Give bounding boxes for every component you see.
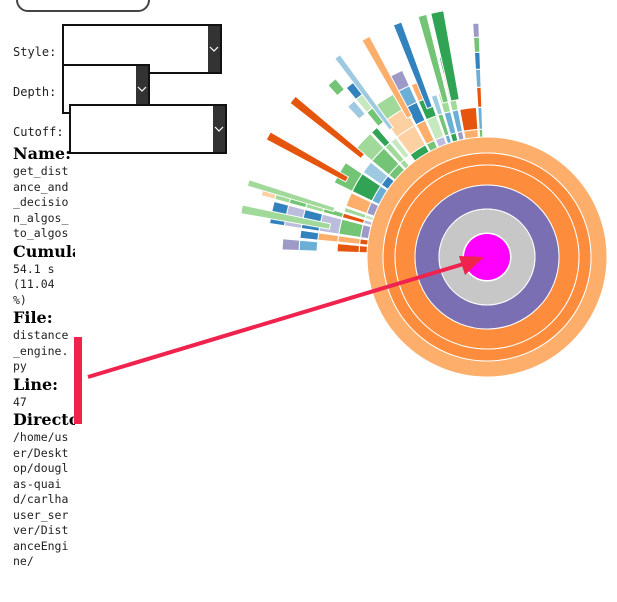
file-value: distance_engine.py [13, 328, 69, 373]
sunburst-segment[interactable] [477, 106, 484, 130]
chevron-down-icon [136, 66, 148, 112]
sunburst-segment[interactable] [299, 229, 320, 241]
line-value: 47 [13, 394, 27, 409]
sunburst-segment[interactable] [459, 106, 479, 132]
sunburst-segment[interactable] [392, 21, 433, 110]
name-heading: Name: [13, 144, 72, 163]
sunburst-segment[interactable] [417, 13, 449, 104]
sunburst-segment[interactable] [430, 93, 444, 116]
sunburst-segment[interactable] [345, 81, 363, 101]
sunburst-segment[interactable] [473, 51, 481, 70]
sunburst-segment[interactable] [298, 239, 319, 252]
cumulative-time-value: 54.1 s (11.04 %) [13, 261, 55, 307]
arrow-head-icon [459, 256, 484, 275]
name-value: get_distance_and_decision_algos_to_algos [13, 164, 69, 240]
directory-value: /home/user/Desktop/douglas-quaid/carlhau… [13, 430, 69, 568]
sunburst-segment[interactable] [345, 192, 372, 215]
sunburst-segment[interactable] [361, 35, 413, 120]
sunburst-segment[interactable] [317, 232, 340, 243]
chevron-down-icon [213, 106, 225, 152]
cutoff-select[interactable] [69, 104, 227, 154]
style-label: Style: [13, 45, 57, 59]
sunburst-segment[interactable] [430, 10, 460, 102]
file-heading: File: [13, 308, 53, 327]
sunburst-segment[interactable] [327, 78, 346, 97]
sunburst-segment[interactable] [240, 204, 332, 230]
sunburst-center[interactable] [464, 234, 510, 280]
sunburst-segment[interactable] [246, 179, 336, 213]
cutoff-label: Cutoff: [13, 125, 64, 139]
sunburst-segment[interactable] [281, 238, 301, 251]
sunburst-segment[interactable] [473, 36, 481, 53]
sunburst-segment[interactable] [346, 100, 366, 120]
cumulative-time-heading: Cumulative Time: [13, 241, 75, 261]
sunburst-segment[interactable] [472, 22, 480, 38]
sunburst-segment[interactable] [476, 86, 483, 108]
sunburst-segment[interactable] [355, 132, 385, 162]
info-panel: Name: get_distance_and_decision_algos_to… [13, 144, 75, 570]
sunburst-segment[interactable] [289, 95, 366, 160]
chevron-down-icon [208, 26, 220, 72]
line-heading: Line: [13, 374, 59, 394]
sunburst-rings[interactable] [366, 136, 608, 378]
sunburst-segment[interactable] [336, 243, 361, 254]
sunburst-segment[interactable] [362, 161, 389, 186]
sunburst-segment[interactable] [265, 131, 350, 183]
sunburst-segment[interactable] [343, 206, 367, 219]
annotation-arrow-line [87, 260, 471, 379]
annotation-overlay [74, 256, 484, 424]
sunburst-segment[interactable] [474, 68, 482, 88]
annotation-bar [74, 337, 82, 424]
sunburst-segment[interactable] [370, 126, 391, 148]
depth-label: Depth: [13, 85, 57, 99]
sunburst-segment[interactable] [334, 54, 394, 131]
sunburst-segment[interactable] [390, 137, 410, 160]
directory-heading: Directory: [13, 410, 75, 429]
